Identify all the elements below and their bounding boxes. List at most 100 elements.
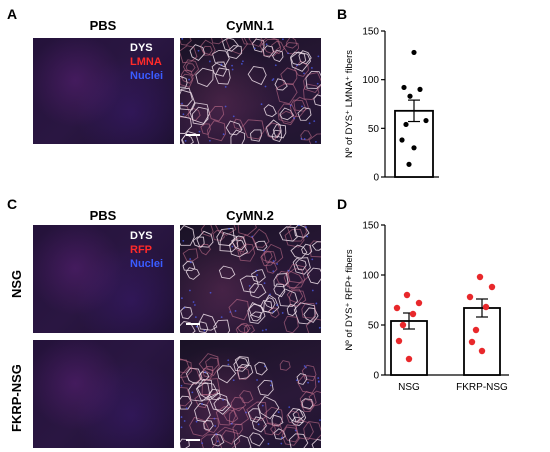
fiber-outline — [263, 104, 277, 118]
fiber-outline — [214, 67, 231, 85]
fiber-outline — [296, 373, 308, 385]
legend-c: DYS RFP Nuclei — [130, 229, 163, 271]
fiber-outline — [262, 45, 275, 58]
nucleus-dot — [303, 365, 306, 367]
nucleus-dot — [224, 105, 227, 108]
x-tick-label: FKRP-NSG — [456, 382, 508, 393]
fiber-outline — [301, 364, 317, 382]
nucleus-dot — [181, 297, 183, 300]
fiber-outline — [221, 38, 239, 52]
nucleus-dot — [256, 274, 258, 276]
fiber-outline — [218, 265, 236, 280]
fiber-outline — [294, 60, 309, 77]
legend-c-nuclei: Nuclei — [130, 258, 164, 270]
nucleus-dot — [197, 49, 200, 52]
panel-letter-a: A — [7, 6, 18, 22]
nucleus-dot — [306, 235, 309, 238]
fiber-outline — [297, 107, 312, 121]
nucleus-dot — [293, 117, 296, 120]
fiber-outline — [249, 311, 262, 322]
fiber-outline — [301, 302, 317, 319]
fiber-outline — [243, 324, 256, 333]
fiber-outline — [223, 409, 237, 423]
fiber-outline — [180, 359, 190, 374]
y-tick-label: 100 — [362, 271, 379, 282]
data-point — [472, 326, 480, 334]
nucleus-dot — [232, 115, 235, 118]
nucleus-dot — [185, 407, 188, 410]
data-point — [399, 321, 407, 329]
fiber-outline — [305, 70, 321, 89]
nucleus-dot — [287, 269, 290, 272]
fiber-outline — [211, 38, 224, 45]
fiber-outline — [308, 390, 321, 407]
fiber-outline — [237, 225, 257, 236]
fiber-outline — [185, 367, 203, 385]
panel-c-title-pbs: PBS — [89, 208, 117, 223]
fiber-outline — [292, 257, 311, 275]
nucleus-dot — [248, 285, 251, 287]
fiber-outline — [306, 267, 321, 285]
nucleus-dot — [213, 417, 216, 420]
fiber-outline — [185, 267, 200, 280]
nucleus-dot — [227, 359, 230, 362]
fiber-outline — [254, 240, 268, 251]
data-point — [478, 347, 486, 355]
fiber-outline — [211, 61, 227, 77]
legend-c-dys: DYS — [130, 230, 153, 242]
nucleus-dot — [272, 270, 275, 273]
fiber-outline — [259, 38, 282, 57]
nucleus-dot — [307, 381, 309, 384]
nucleus-dot — [272, 78, 275, 80]
nucleus-dot — [222, 398, 225, 401]
nucleus-dot — [280, 442, 283, 445]
fiber-outline — [191, 106, 209, 126]
nucleus-dot — [181, 38, 184, 40]
data-point — [423, 117, 429, 124]
fiber-outline — [233, 434, 252, 448]
fiber-outline — [239, 275, 259, 293]
fiber-outline — [303, 83, 320, 101]
nucleus-dot — [240, 62, 243, 65]
fiber-outline — [189, 44, 206, 61]
nucleus-dot — [265, 328, 268, 331]
nucleus-dot — [317, 380, 320, 383]
fiber-outline — [232, 423, 243, 435]
fiber-outline — [283, 269, 304, 289]
nucleus-dot — [272, 260, 275, 262]
fiber-outline — [271, 129, 283, 143]
fiber-outline — [278, 288, 299, 307]
nucleus-dot — [315, 140, 317, 143]
data-point — [393, 304, 401, 312]
fiber-outline — [271, 414, 284, 426]
fiber-outline — [235, 323, 250, 333]
fiber-outline — [311, 438, 321, 448]
nucleus-dot — [294, 429, 297, 432]
nucleus-dot — [224, 85, 227, 88]
fiber-outline — [208, 388, 221, 401]
fiber-outline — [311, 241, 321, 251]
nucleus-dot — [181, 102, 183, 105]
fiber-outline — [219, 231, 239, 252]
nucleus-dot — [208, 60, 211, 63]
fiber-outline — [273, 428, 286, 440]
nucleus-dot — [282, 38, 284, 41]
fiber-outline — [246, 401, 268, 421]
fiber-outline — [180, 115, 192, 134]
fiber-outline — [270, 423, 283, 436]
data-point — [411, 49, 417, 56]
fiber-outline — [198, 313, 218, 331]
fiber-outline — [303, 421, 321, 441]
nucleus-dot — [308, 122, 311, 125]
fiber-outline — [180, 386, 192, 407]
fiber-outline — [180, 395, 193, 410]
nucleus-dot — [295, 379, 298, 382]
scale-bar-c-fkrp — [186, 439, 200, 441]
nucleus-dot — [234, 310, 237, 312]
fiber-outline — [288, 433, 309, 448]
nucleus-dot — [253, 47, 256, 50]
nucleus-dot — [272, 310, 275, 313]
fiber-outline — [303, 71, 321, 94]
nucleus-dot — [209, 291, 212, 294]
nucleus-dot — [305, 226, 307, 229]
